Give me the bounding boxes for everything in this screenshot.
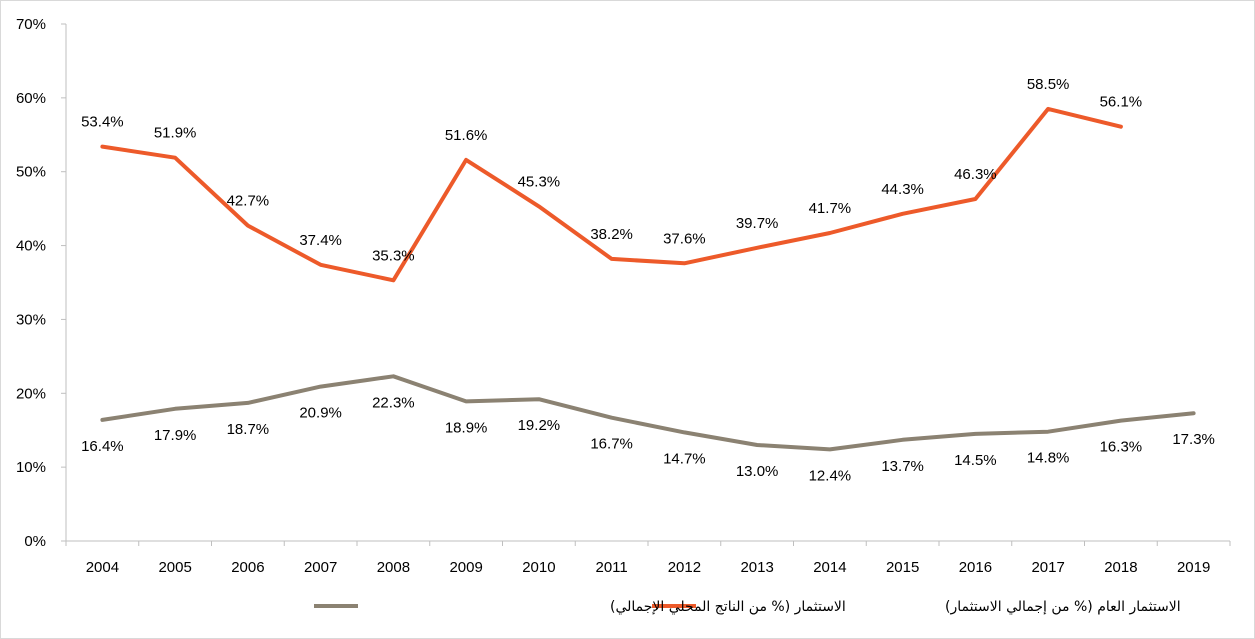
data-label: 14.5% (954, 452, 997, 469)
data-label: 37.4% (299, 232, 342, 249)
data-label: 17.3% (1172, 431, 1215, 448)
y-axis-tick-labels: 0% 10% 20% 30% 40% 50% 60% 70% (16, 16, 46, 550)
data-label: 19.2% (518, 417, 561, 434)
legend-item-investment-gdp: الاستثمار (% من الناتج المحلي الإجمالي) (314, 599, 846, 615)
data-label: 16.4% (81, 438, 124, 455)
data-label: 53.4% (81, 114, 124, 131)
data-label: 46.3% (954, 166, 997, 183)
data-label: 56.1% (1100, 94, 1143, 111)
data-label: 13.0% (736, 463, 779, 480)
y-tick-label: 50% (16, 164, 46, 181)
y-tick-label: 10% (16, 459, 46, 476)
data-labels: 53.4% 51.9% 42.7% 37.4% 35.3% 51.6% 45.3% 38.2%… (81, 76, 1215, 484)
x-tick-label: 2019 (1177, 559, 1210, 576)
x-tick-label: 2017 (1031, 559, 1064, 576)
data-label: 51.9% (154, 125, 197, 142)
y-tick-label: 40% (16, 238, 46, 255)
data-label: 18.7% (227, 421, 270, 438)
x-tick-label: 2016 (959, 559, 992, 576)
data-label: 18.9% (445, 419, 488, 436)
x-tick-label: 2011 (595, 559, 627, 576)
data-label: 38.2% (590, 226, 633, 243)
x-tick-label: 2013 (740, 559, 773, 576)
x-tick-label: 2009 (449, 559, 482, 576)
x-axis-tick-labels: 2004 2005 2006 2007 2008 2009 2010 2011 2012 2013… (86, 559, 1211, 576)
legend-item-public-investment: الاستثمار العام (% من إجمالي الاستثمار) (652, 599, 1181, 615)
series-line-investment-gdp (100, 374, 1196, 452)
data-label: 20.9% (299, 405, 342, 422)
x-tick-label: 2006 (231, 559, 264, 576)
data-label: 12.4% (809, 467, 852, 484)
y-tick-label: 0% (24, 533, 46, 550)
series-line-public-investment (100, 106, 1123, 283)
y-tick-label: 30% (16, 311, 46, 328)
series-lines (100, 106, 1196, 452)
data-label: 39.7% (736, 215, 779, 232)
data-label: 16.7% (590, 436, 633, 453)
x-tick-label: 2010 (522, 559, 555, 576)
x-tick-label: 2005 (158, 559, 191, 576)
y-tick-label: 20% (16, 385, 46, 402)
data-label: 44.3% (881, 181, 924, 198)
data-label: 17.9% (154, 427, 197, 444)
axes (61, 23, 1231, 546)
data-label: 41.7% (809, 200, 852, 217)
x-tick-label: 2008 (377, 559, 410, 576)
data-label: 37.6% (663, 230, 706, 247)
data-label: 35.3% (372, 247, 415, 264)
data-label: 13.7% (881, 458, 924, 475)
data-label: 58.5% (1027, 76, 1070, 93)
x-tick-label: 2018 (1104, 559, 1137, 576)
data-label: 14.7% (663, 450, 706, 467)
data-label: 51.6% (445, 127, 488, 144)
data-label: 42.7% (227, 193, 270, 210)
y-tick-label: 60% (16, 90, 46, 107)
data-label: 45.3% (518, 173, 561, 190)
y-tick-label: 70% (16, 16, 46, 33)
legend-label-public-investment: الاستثمار العام (% من إجمالي الاستثمار) (945, 599, 1181, 615)
legend-label-investment-gdp: الاستثمار (% من الناتج المحلي الإجمالي) (610, 599, 846, 615)
data-label: 14.8% (1027, 450, 1070, 467)
x-tick-label: 2012 (668, 559, 701, 576)
data-label: 22.3% (372, 394, 415, 411)
x-tick-label: 2004 (86, 559, 119, 576)
legend: الاستثمار العام (% من إجمالي الاستثمار) … (314, 599, 1181, 615)
x-tick-label: 2007 (304, 559, 337, 576)
x-tick-label: 2015 (886, 559, 919, 576)
data-label: 16.3% (1100, 439, 1143, 456)
x-tick-label: 2014 (813, 559, 846, 576)
